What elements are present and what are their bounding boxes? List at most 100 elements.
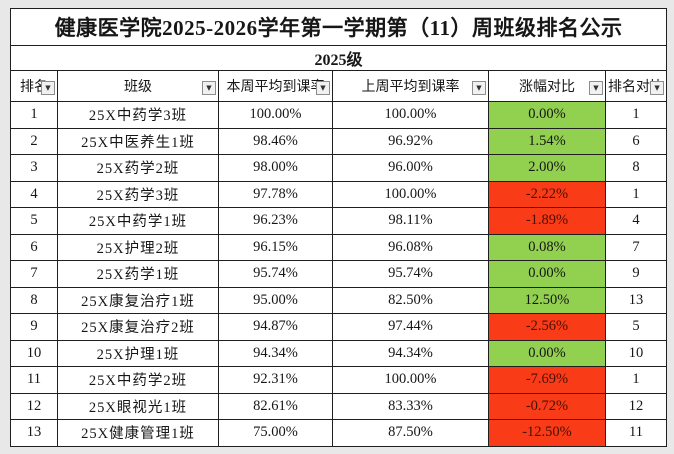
class-name-cell: 25X药学1班 <box>57 260 219 288</box>
rank-compare-cell: 1 <box>604 366 668 394</box>
filter-dropdown-icon[interactable]: ▼ <box>41 81 55 95</box>
rank-cell: 2 <box>10 127 58 155</box>
table-row: 3 25X药学2班 98.00% 96.00% 2.00% 8 <box>10 154 668 182</box>
table-row: 12 25X眼视光1班 82.61% 83.33% -0.72% 12 <box>10 392 668 420</box>
change-cell: 12.50% <box>488 286 606 314</box>
change-cell: 0.08% <box>488 233 606 261</box>
title-row: 健康医学院2025-2026学年第一学期第（11）周班级排名公示 <box>9 8 668 46</box>
class-name-cell: 25X康复治疗2班 <box>57 313 219 341</box>
rank-cell: 9 <box>10 313 58 341</box>
rank-compare-cell: 6 <box>604 127 668 155</box>
column-header-rank: 排名 ▼ <box>10 70 58 102</box>
change-cell: 1.54% <box>488 127 606 155</box>
last-week-rate-cell: 96.08% <box>332 233 489 261</box>
last-week-rate-cell: 87.50% <box>332 419 489 447</box>
filter-dropdown-icon[interactable]: ▼ <box>202 81 216 95</box>
page-title: 健康医学院2025-2026学年第一学期第（11）周班级排名公示 <box>9 8 668 46</box>
column-header-this-week-label: 本周平均到课率 <box>226 80 325 95</box>
rank-compare-cell: 9 <box>604 260 668 288</box>
rank-cell: 4 <box>10 180 58 208</box>
table-row: 11 25X中药学2班 92.31% 100.00% -7.69% 1 <box>10 366 668 394</box>
change-cell: -2.22% <box>488 180 606 208</box>
table-row: 13 25X健康管理1班 75.00% 87.50% -12.50% 11 <box>10 419 668 447</box>
this-week-rate-cell: 100.00% <box>218 101 333 129</box>
column-header-last-week-label: 上周平均到课率 <box>361 80 460 95</box>
class-name-cell: 25X护理2班 <box>57 233 219 261</box>
change-cell: 0.00% <box>488 101 606 129</box>
column-header-this-week: 本周平均到课率 ▼ <box>218 70 333 102</box>
table-row: 8 25X康复治疗1班 95.00% 82.50% 12.50% 13 <box>10 286 668 314</box>
rank-cell: 8 <box>10 286 58 314</box>
rank-compare-cell: 1 <box>604 180 668 208</box>
table-row: 6 25X护理2班 96.15% 96.08% 0.08% 7 <box>10 233 668 261</box>
rank-cell: 12 <box>10 392 58 420</box>
class-ranking-sheet: 健康医学院2025-2026学年第一学期第（11）周班级排名公示 2025级 排… <box>9 8 668 447</box>
rank-compare-cell: 5 <box>604 313 668 341</box>
class-name-cell: 25X康复治疗1班 <box>57 286 219 314</box>
column-header-rank-compare: 排名对比 ▼ <box>604 70 668 102</box>
table-body: 1 25X中药学3班 100.00% 100.00% 0.00% 1 2 25X中医养生1班 9… <box>10 101 668 447</box>
rank-cell: 1 <box>10 101 58 129</box>
class-name-cell: 25X护理1班 <box>57 339 219 367</box>
filter-dropdown-icon[interactable]: ▼ <box>316 81 330 95</box>
table-row: 10 25X护理1班 94.34% 94.34% 0.00% 10 <box>10 339 668 367</box>
this-week-rate-cell: 95.00% <box>218 286 333 314</box>
rank-cell: 10 <box>10 339 58 367</box>
change-cell: 0.00% <box>488 260 606 288</box>
table-row: 5 25X中药学1班 96.23% 98.11% -1.89% 4 <box>10 207 668 235</box>
class-name-cell: 25X中药学2班 <box>57 366 219 394</box>
column-header-last-week: 上周平均到课率 ▼ <box>332 70 489 102</box>
last-week-rate-cell: 96.92% <box>332 127 489 155</box>
filter-dropdown-icon[interactable]: ▼ <box>589 81 603 95</box>
rank-cell: 7 <box>10 260 58 288</box>
class-name-cell: 25X中药学3班 <box>57 101 219 129</box>
last-week-rate-cell: 100.00% <box>332 366 489 394</box>
class-name-cell: 25X中医养生1班 <box>57 127 219 155</box>
rank-cell: 6 <box>10 233 58 261</box>
class-name-cell: 25X药学2班 <box>57 154 219 182</box>
filter-dropdown-icon[interactable]: ▼ <box>650 81 665 95</box>
this-week-rate-cell: 98.00% <box>218 154 333 182</box>
rank-cell: 3 <box>10 154 58 182</box>
change-cell: -0.72% <box>488 392 606 420</box>
table-header-row: 排名 ▼ 班级 ▼ 本周平均到课率 ▼ 上周平均到课率 ▼ <box>10 70 668 102</box>
column-header-rank-compare-label: 排名对比 <box>608 80 665 95</box>
last-week-rate-cell: 94.34% <box>332 339 489 367</box>
change-cell: -12.50% <box>488 419 606 447</box>
last-week-rate-cell: 82.50% <box>332 286 489 314</box>
last-week-rate-cell: 83.33% <box>332 392 489 420</box>
column-header-class-label: 班级 <box>124 80 152 95</box>
column-header-change: 涨幅对比 ▼ <box>488 70 606 102</box>
rank-compare-cell: 1 <box>604 101 668 129</box>
this-week-rate-cell: 96.15% <box>218 233 333 261</box>
change-cell: 2.00% <box>488 154 606 182</box>
rank-compare-cell: 7 <box>604 233 668 261</box>
class-name-cell: 25X健康管理1班 <box>57 419 219 447</box>
class-name-cell: 25X药学3班 <box>57 180 219 208</box>
this-week-rate-cell: 82.61% <box>218 392 333 420</box>
this-week-rate-cell: 97.78% <box>218 180 333 208</box>
rank-compare-cell: 11 <box>604 419 668 447</box>
rank-cell: 13 <box>10 419 58 447</box>
table-row: 9 25X康复治疗2班 94.87% 97.44% -2.56% 5 <box>10 313 668 341</box>
last-week-rate-cell: 95.74% <box>332 260 489 288</box>
last-week-rate-cell: 100.00% <box>332 180 489 208</box>
rank-compare-cell: 13 <box>604 286 668 314</box>
this-week-rate-cell: 94.34% <box>218 339 333 367</box>
filter-dropdown-icon[interactable]: ▼ <box>472 81 486 95</box>
this-week-rate-cell: 98.46% <box>218 127 333 155</box>
class-name-cell: 25X眼视光1班 <box>57 392 219 420</box>
last-week-rate-cell: 100.00% <box>332 101 489 129</box>
table-row: 1 25X中药学3班 100.00% 100.00% 0.00% 1 <box>10 101 668 129</box>
this-week-rate-cell: 75.00% <box>218 419 333 447</box>
last-week-rate-cell: 98.11% <box>332 207 489 235</box>
rank-cell: 5 <box>10 207 58 235</box>
rank-compare-cell: 4 <box>604 207 668 235</box>
last-week-rate-cell: 97.44% <box>332 313 489 341</box>
ranking-table: 健康医学院2025-2026学年第一学期第（11）周班级排名公示 2025级 排… <box>9 8 668 447</box>
class-name-cell: 25X中药学1班 <box>57 207 219 235</box>
change-cell: 0.00% <box>488 339 606 367</box>
table-row: 2 25X中医养生1班 98.46% 96.92% 1.54% 6 <box>10 127 668 155</box>
this-week-rate-cell: 94.87% <box>218 313 333 341</box>
